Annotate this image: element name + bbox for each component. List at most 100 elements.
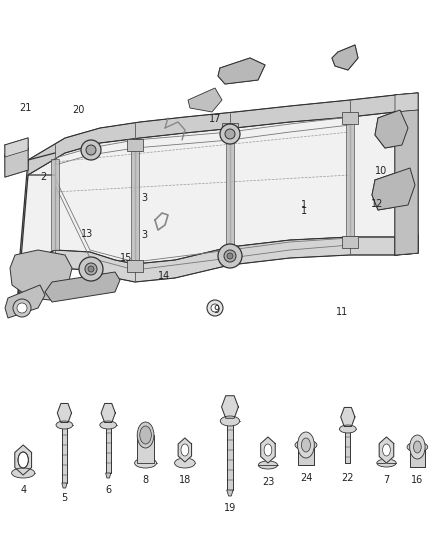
Text: 11: 11 xyxy=(336,306,349,317)
Text: 17: 17 xyxy=(209,114,222,124)
Polygon shape xyxy=(227,421,233,490)
Circle shape xyxy=(86,145,96,155)
Text: 10: 10 xyxy=(375,166,387,176)
Circle shape xyxy=(227,253,233,259)
Circle shape xyxy=(297,432,314,458)
Polygon shape xyxy=(18,110,418,278)
Text: 3: 3 xyxy=(141,230,147,240)
Polygon shape xyxy=(131,139,139,264)
Polygon shape xyxy=(395,110,418,255)
Ellipse shape xyxy=(295,440,317,450)
Polygon shape xyxy=(57,403,71,423)
Text: 6: 6 xyxy=(105,485,111,495)
Text: 12: 12 xyxy=(371,199,384,209)
Text: 5: 5 xyxy=(61,493,67,503)
Polygon shape xyxy=(222,395,238,418)
Polygon shape xyxy=(10,250,72,300)
Text: 1: 1 xyxy=(301,206,307,216)
Circle shape xyxy=(13,299,31,317)
Text: 18: 18 xyxy=(179,475,191,485)
Text: 13: 13 xyxy=(81,229,93,239)
Ellipse shape xyxy=(407,442,427,452)
Text: 7: 7 xyxy=(383,475,389,485)
Text: 4: 4 xyxy=(20,485,26,495)
Circle shape xyxy=(207,300,223,316)
Circle shape xyxy=(264,444,272,456)
Ellipse shape xyxy=(11,468,35,478)
Circle shape xyxy=(225,129,235,139)
Polygon shape xyxy=(5,138,28,157)
Polygon shape xyxy=(261,437,275,463)
Circle shape xyxy=(140,426,152,444)
Circle shape xyxy=(88,266,94,272)
Polygon shape xyxy=(410,447,425,467)
Circle shape xyxy=(211,304,219,312)
Polygon shape xyxy=(5,285,45,318)
Ellipse shape xyxy=(56,421,73,429)
Polygon shape xyxy=(45,272,120,302)
Circle shape xyxy=(137,422,154,448)
Polygon shape xyxy=(222,248,238,260)
Ellipse shape xyxy=(258,461,278,469)
Polygon shape xyxy=(342,112,358,124)
Ellipse shape xyxy=(134,458,156,468)
Polygon shape xyxy=(137,435,154,463)
Polygon shape xyxy=(101,403,115,423)
Circle shape xyxy=(224,250,236,262)
Text: 21: 21 xyxy=(19,103,32,114)
Polygon shape xyxy=(51,159,59,250)
Polygon shape xyxy=(372,168,415,210)
Polygon shape xyxy=(106,473,111,478)
Circle shape xyxy=(410,435,425,459)
Ellipse shape xyxy=(339,425,356,433)
Polygon shape xyxy=(15,445,32,475)
Polygon shape xyxy=(346,117,354,237)
Polygon shape xyxy=(395,93,418,112)
Polygon shape xyxy=(5,148,28,177)
Text: 24: 24 xyxy=(300,473,312,483)
Text: 19: 19 xyxy=(224,503,236,513)
Ellipse shape xyxy=(377,459,396,467)
Text: 16: 16 xyxy=(411,475,424,485)
Polygon shape xyxy=(226,128,234,247)
Ellipse shape xyxy=(220,416,240,426)
Circle shape xyxy=(220,124,240,144)
Polygon shape xyxy=(62,483,67,488)
Circle shape xyxy=(79,257,103,281)
Polygon shape xyxy=(178,438,191,462)
Polygon shape xyxy=(28,93,418,175)
Circle shape xyxy=(81,140,101,160)
Text: 22: 22 xyxy=(342,473,354,483)
Polygon shape xyxy=(342,236,358,248)
Polygon shape xyxy=(379,437,394,463)
Polygon shape xyxy=(106,425,111,473)
Ellipse shape xyxy=(175,458,195,468)
Polygon shape xyxy=(222,123,238,135)
Polygon shape xyxy=(332,45,358,70)
Circle shape xyxy=(85,263,97,275)
Text: 14: 14 xyxy=(158,271,170,281)
Circle shape xyxy=(218,244,242,268)
Polygon shape xyxy=(127,260,143,272)
Polygon shape xyxy=(297,445,314,465)
Polygon shape xyxy=(18,235,418,295)
Text: 9: 9 xyxy=(214,304,220,314)
Polygon shape xyxy=(227,490,233,496)
Ellipse shape xyxy=(100,421,117,429)
Circle shape xyxy=(413,441,421,453)
Text: 2: 2 xyxy=(40,173,46,182)
Polygon shape xyxy=(341,407,355,426)
Circle shape xyxy=(17,303,27,313)
Polygon shape xyxy=(345,429,350,463)
Text: 15: 15 xyxy=(120,253,132,263)
Polygon shape xyxy=(188,88,222,112)
Text: 23: 23 xyxy=(262,477,274,487)
Text: 3: 3 xyxy=(141,193,148,203)
Polygon shape xyxy=(395,235,418,255)
Circle shape xyxy=(383,444,390,456)
Polygon shape xyxy=(218,58,265,84)
Text: 1: 1 xyxy=(301,200,307,210)
Polygon shape xyxy=(375,110,408,148)
Text: 8: 8 xyxy=(142,475,148,485)
Polygon shape xyxy=(62,425,67,483)
